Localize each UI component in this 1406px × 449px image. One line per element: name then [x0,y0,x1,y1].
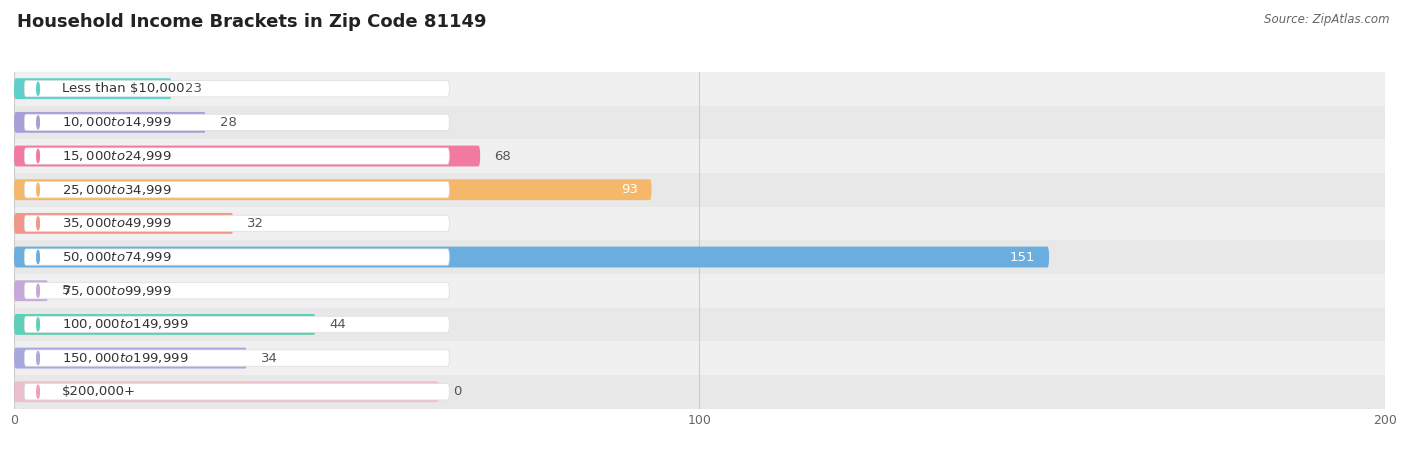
FancyBboxPatch shape [24,249,450,265]
Bar [14,173,1385,207]
FancyBboxPatch shape [14,381,439,402]
Bar [14,72,1385,106]
FancyBboxPatch shape [24,282,450,299]
Text: 68: 68 [494,150,510,163]
Circle shape [37,150,39,163]
FancyBboxPatch shape [14,348,247,369]
Bar [14,106,1385,139]
FancyBboxPatch shape [24,181,450,198]
Circle shape [37,116,39,129]
FancyBboxPatch shape [14,247,1049,268]
Text: $50,000 to $74,999: $50,000 to $74,999 [62,250,172,264]
Bar [14,139,1385,173]
Circle shape [37,385,39,398]
FancyBboxPatch shape [24,383,450,400]
Circle shape [37,251,39,264]
Circle shape [37,318,39,331]
Bar [14,207,1385,240]
Text: 5: 5 [62,284,70,297]
Circle shape [37,284,39,297]
FancyBboxPatch shape [24,80,450,97]
Bar [14,341,1385,375]
Text: 44: 44 [329,318,346,331]
Text: 151: 151 [1010,251,1035,264]
Bar [14,240,1385,274]
Circle shape [37,217,39,230]
FancyBboxPatch shape [14,280,48,301]
Text: $15,000 to $24,999: $15,000 to $24,999 [62,149,172,163]
FancyBboxPatch shape [14,213,233,234]
FancyBboxPatch shape [14,112,207,133]
Text: 28: 28 [219,116,236,129]
Text: Household Income Brackets in Zip Code 81149: Household Income Brackets in Zip Code 81… [17,13,486,31]
FancyBboxPatch shape [24,350,450,366]
Circle shape [37,183,39,196]
FancyBboxPatch shape [24,215,450,232]
Text: 34: 34 [262,352,278,365]
Text: $10,000 to $14,999: $10,000 to $14,999 [62,115,172,129]
Text: $200,000+: $200,000+ [62,385,136,398]
Circle shape [37,352,39,365]
Text: Source: ZipAtlas.com: Source: ZipAtlas.com [1264,13,1389,26]
Text: Less than $10,000: Less than $10,000 [62,82,184,95]
FancyBboxPatch shape [14,78,172,99]
Text: $150,000 to $199,999: $150,000 to $199,999 [62,351,188,365]
FancyBboxPatch shape [14,179,651,200]
Circle shape [37,82,39,95]
FancyBboxPatch shape [14,314,315,335]
Bar [14,308,1385,341]
Text: 23: 23 [186,82,202,95]
Bar [14,375,1385,409]
Text: $75,000 to $99,999: $75,000 to $99,999 [62,284,172,298]
FancyBboxPatch shape [24,316,450,333]
Bar [14,274,1385,308]
FancyBboxPatch shape [14,145,481,167]
Text: 93: 93 [621,183,638,196]
FancyBboxPatch shape [24,148,450,164]
Text: 0: 0 [453,385,461,398]
Text: $35,000 to $49,999: $35,000 to $49,999 [62,216,172,230]
FancyBboxPatch shape [24,114,450,131]
Text: 32: 32 [247,217,264,230]
Text: $100,000 to $149,999: $100,000 to $149,999 [62,317,188,331]
Text: $25,000 to $34,999: $25,000 to $34,999 [62,183,172,197]
